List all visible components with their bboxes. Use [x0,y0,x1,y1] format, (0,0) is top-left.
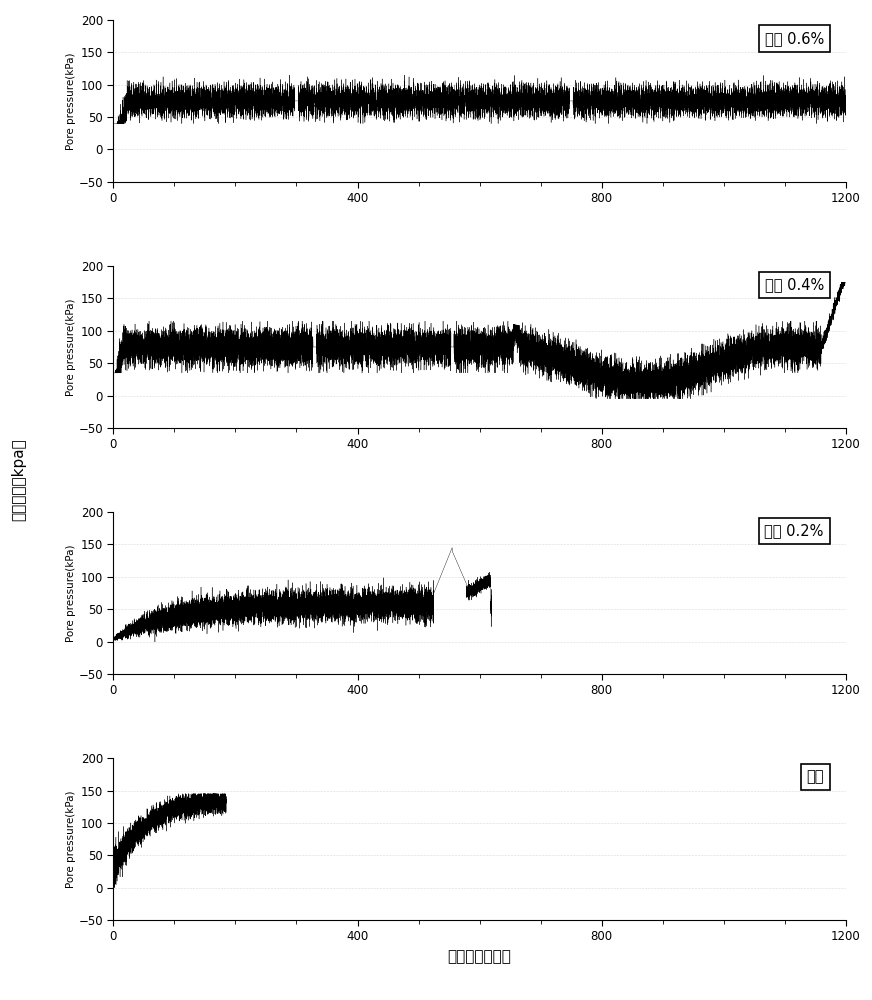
Text: 砂土: 砂土 [807,769,824,784]
Text: 纤维 0.2%: 纤维 0.2% [765,523,824,538]
Y-axis label: Pore pressure(kPa): Pore pressure(kPa) [65,52,76,150]
Text: 纤维 0.4%: 纤维 0.4% [765,277,824,292]
Text: 纤维 0.6%: 纤维 0.6% [765,31,824,46]
Y-axis label: Pore pressure(kPa): Pore pressure(kPa) [65,298,76,396]
Y-axis label: Pore pressure(kPa): Pore pressure(kPa) [65,544,76,642]
Text: 孔隙压力（kpa）: 孔隙压力（kpa） [11,439,27,521]
Y-axis label: Pore pressure(kPa): Pore pressure(kPa) [65,790,76,888]
X-axis label: 剪切时间（秒）: 剪切时间（秒） [447,949,512,964]
